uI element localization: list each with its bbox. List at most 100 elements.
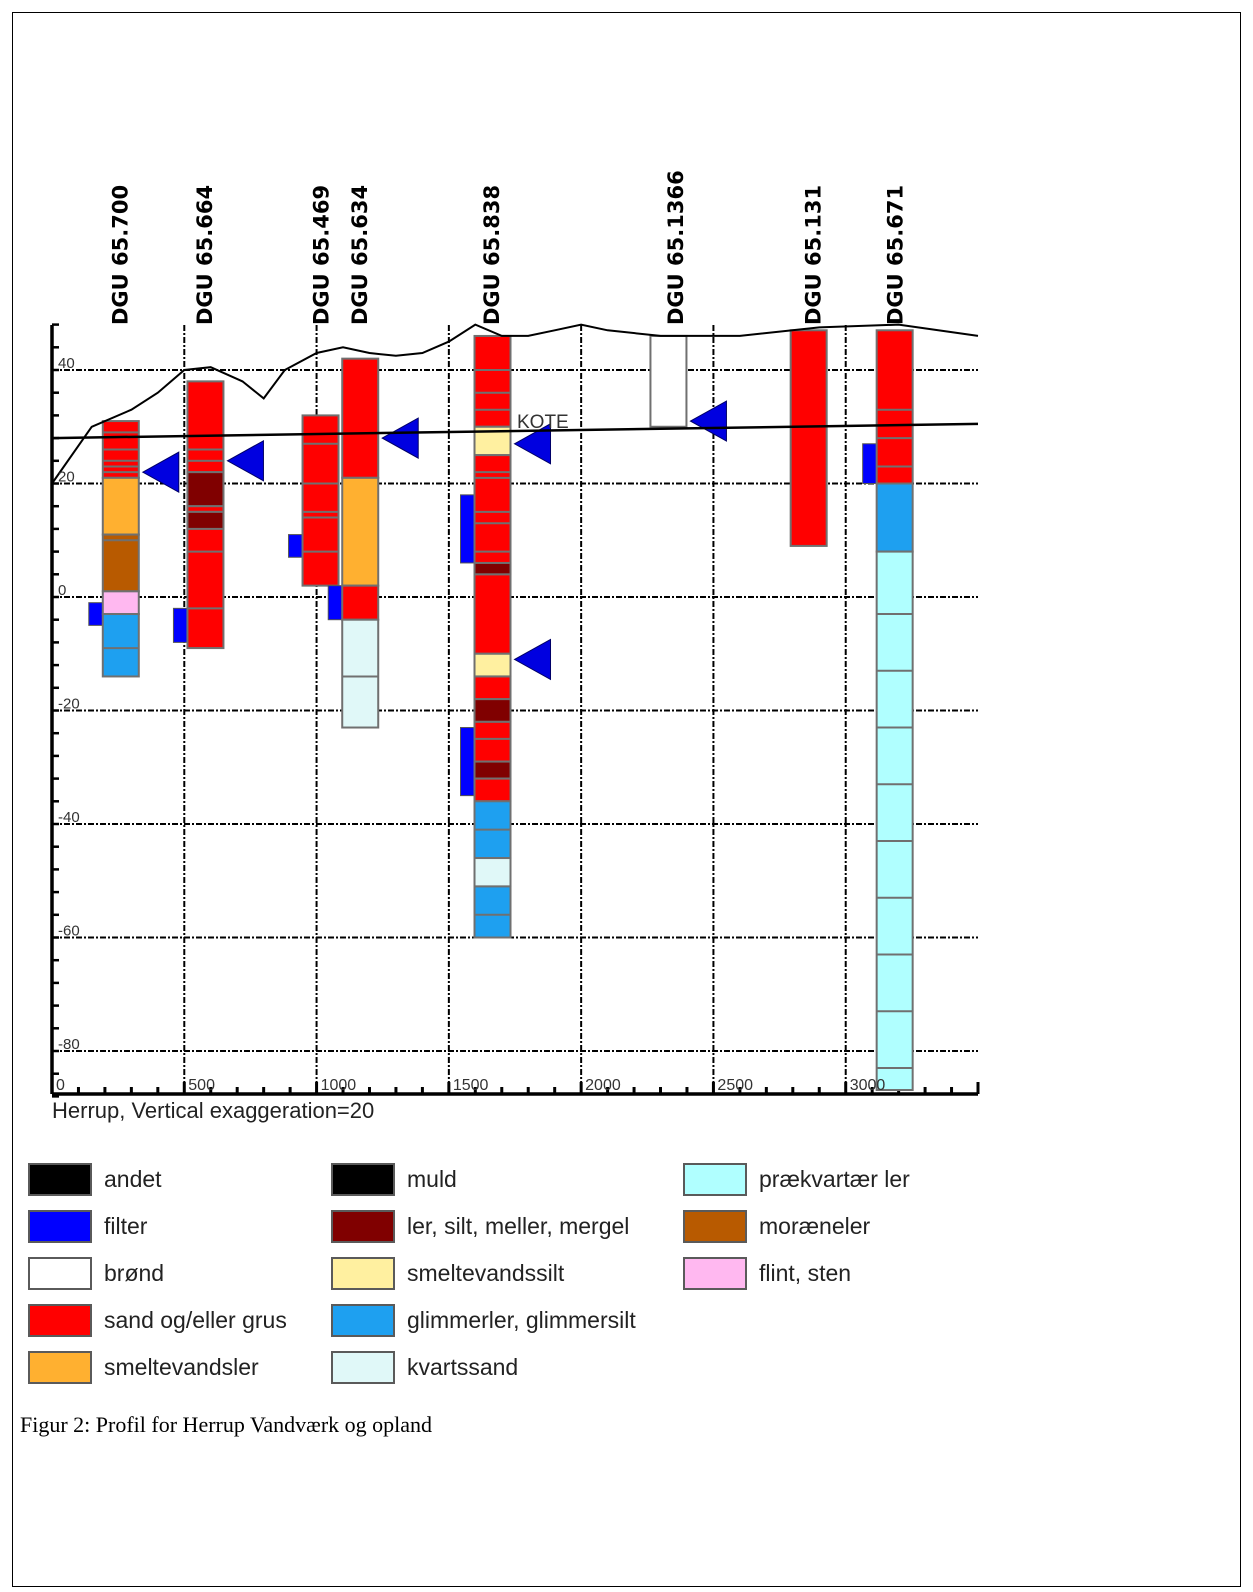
y-tick-label: -20 (58, 696, 80, 713)
legend-item: prækvartær ler (683, 1160, 910, 1198)
legend-label: moræneler (759, 1212, 871, 1239)
legend-item: sand og/eller grus (28, 1301, 287, 1339)
legend-item: smeltevandsler (28, 1348, 259, 1386)
profile-subtitle: Herrup, Vertical exaggeration=20 (52, 1098, 375, 1123)
borehole-label: DGU 65.131 (802, 185, 826, 325)
borehole-label: DGU 65.469 (310, 185, 334, 325)
legend-label: filter (104, 1212, 148, 1239)
x-tick-label: 0 (56, 1077, 65, 1094)
y-tick-label: -80 (58, 1036, 80, 1053)
filter-segment (460, 727, 476, 797)
layer-ler (186, 510, 225, 530)
layer-smeltevandssilt (473, 652, 512, 678)
legend: andet filter brønd sand og/eller grus smelte… (28, 1160, 1028, 1395)
x-tick-label: 500 (188, 1077, 215, 1094)
layer-kvartssand (341, 618, 380, 729)
x-tick-label: 3000 (850, 1077, 886, 1094)
layer-ler (473, 698, 512, 723)
y-tick-label: -40 (58, 809, 80, 826)
layer-glimmerler (473, 885, 512, 939)
water-level-marker (381, 417, 419, 459)
legend-item: glimmerler, glimmersilt (331, 1301, 636, 1339)
filter-segment (327, 585, 343, 621)
layer-sand (473, 454, 512, 655)
legend-label: andet (104, 1165, 162, 1192)
layer-ler (473, 760, 512, 780)
legend-label: kvartssand (407, 1353, 519, 1380)
page-frame (12, 12, 1241, 1587)
layer-flint (101, 590, 140, 616)
legend-item: andet (28, 1160, 162, 1198)
legend-swatch (683, 1256, 747, 1290)
legend-item: filter (28, 1207, 147, 1245)
legend-swatch (331, 1209, 395, 1243)
legend-swatch (331, 1256, 395, 1290)
borehole-dgu-65.634 (327, 357, 380, 729)
legend-label: prækvartær ler (759, 1165, 910, 1192)
legend-label: smeltevandssilt (407, 1259, 565, 1286)
filter-segment (172, 607, 188, 643)
water-level-marker (689, 400, 727, 442)
borehole-label: DGU 65.664 (193, 185, 217, 325)
legend-label: glimmerler, glimmersilt (407, 1306, 636, 1333)
legend-swatch (28, 1162, 92, 1196)
kote-line (51, 422, 979, 440)
x-tick-label: 2000 (585, 1077, 621, 1094)
legend-swatch (331, 1303, 395, 1337)
legend-label: smeltevandsler (104, 1353, 259, 1380)
borehole-label: DGU 65.838 (480, 185, 504, 325)
wells-layer (88, 329, 914, 1091)
legend-item: ler, silt, meller, mergel (331, 1207, 629, 1245)
legend-swatch (331, 1162, 395, 1196)
layer-glimmerler (875, 482, 914, 553)
legend-swatch (28, 1303, 92, 1337)
borehole-dgu-65.838 (460, 334, 512, 939)
layer-sand (473, 334, 512, 428)
figure-caption: Figur 2: Profil for Herrup Vandværk og o… (20, 1412, 433, 1437)
labels-layer: 40 20 0 -20 -40 -60 -80 0 500 1000 1500 2000 2500 300… (56, 170, 908, 1094)
filter-segment (288, 534, 304, 558)
layer-sand (473, 720, 512, 763)
terrain-line (51, 323, 979, 485)
borehole-label: DGU 65.700 (108, 185, 132, 325)
legend-item: brønd (28, 1254, 164, 1292)
legend-swatch (28, 1209, 92, 1243)
y-tick-label: -60 (58, 923, 80, 940)
legend-swatch (331, 1350, 395, 1384)
borehole-dgu-65.664 (172, 380, 225, 650)
layer-sand (186, 459, 225, 474)
legend-item: smeltevandssilt (331, 1254, 564, 1292)
layer-moraeneler (101, 533, 140, 593)
legend-swatch (28, 1350, 92, 1384)
borehole-dgu-65.1366 (649, 334, 688, 428)
legend-swatch (28, 1256, 92, 1290)
kote-label: KOTE (517, 412, 569, 433)
grid-layer (50, 323, 980, 1098)
layer-sand (789, 329, 828, 547)
y-tick-label: 20 (58, 469, 75, 486)
borehole-dgu-65.671 (862, 329, 914, 1091)
layer-ler (473, 561, 512, 576)
borehole-label: DGU 65.634 (348, 185, 372, 325)
layer-kvartssand (473, 857, 512, 888)
water-level-marker (513, 422, 552, 465)
legend-swatch (683, 1209, 747, 1243)
legend-item: flint, sten (683, 1254, 851, 1292)
borehole-dgu-65.131 (789, 329, 828, 547)
layer-sand (341, 357, 380, 479)
layer-sand (473, 777, 512, 803)
water-level-marker (513, 638, 552, 681)
layer-sand (341, 584, 380, 621)
layer-sand (473, 675, 512, 701)
layer-ler (186, 471, 225, 508)
water-level-marker (226, 439, 264, 482)
x-tick-label: 2500 (717, 1077, 753, 1094)
legend-label: muld (407, 1165, 457, 1192)
filter-segment (862, 443, 878, 484)
legend-swatch (683, 1162, 747, 1196)
legend-item: muld (331, 1160, 457, 1198)
layer-smeltevandsler (101, 476, 140, 536)
legend-item: kvartssand (331, 1348, 518, 1386)
borehole-label: DGU 65.671 (884, 185, 908, 325)
layer-smeltevandsler (341, 476, 380, 587)
